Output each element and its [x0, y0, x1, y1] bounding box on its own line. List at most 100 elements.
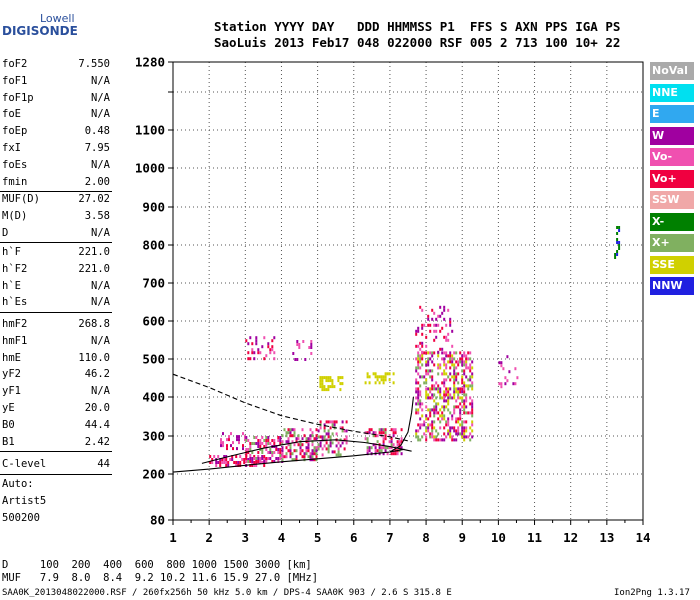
- grid-dot-x: [244, 126, 246, 127]
- grid-dot-y: [549, 167, 550, 169]
- echo-dot: [425, 438, 428, 442]
- grid-dot-x: [208, 478, 210, 479]
- grid-dot-x: [317, 510, 319, 511]
- footer-file-info: SAA0K_2013048022000.RSF / 260fx256h 50 k…: [2, 588, 452, 598]
- grid-dot-x: [606, 90, 608, 91]
- echo-dot: [329, 426, 332, 430]
- grid-dot-y: [297, 91, 298, 93]
- grid-dot-y: [389, 396, 390, 398]
- grid-dot-x: [244, 66, 246, 67]
- grid-dot-y: [553, 244, 554, 246]
- grid-dot-y: [569, 320, 570, 322]
- grid-dot-x: [570, 502, 572, 503]
- grid-dot-y: [305, 282, 306, 284]
- grid-dot-y: [353, 320, 354, 322]
- grid-dot-y: [333, 167, 334, 169]
- grid-dot-y: [429, 129, 430, 131]
- echo-dot: [445, 351, 448, 355]
- grid-dot-y: [501, 358, 502, 360]
- grid-dot-x: [425, 238, 427, 239]
- grid-dot-y: [573, 206, 574, 208]
- echo-dot: [441, 396, 444, 400]
- echo-dot: [421, 414, 424, 418]
- grid-dot-y: [421, 473, 422, 475]
- grid-dot-y: [533, 435, 534, 437]
- grid-dot-x: [208, 78, 210, 79]
- grid-dot-x: [389, 234, 391, 235]
- grid-dot-x: [461, 162, 463, 163]
- grid-dot-x: [534, 390, 536, 391]
- grid-dot-x: [570, 242, 572, 243]
- grid-dot-y: [329, 167, 330, 169]
- echo-dot: [331, 385, 334, 389]
- grid-dot-x: [244, 334, 246, 335]
- echo-dot: [287, 428, 290, 432]
- grid-dot-x: [497, 126, 499, 127]
- param-value: 2.00: [84, 175, 110, 188]
- grid-dot-y: [313, 129, 314, 131]
- grid-dot-y: [581, 473, 582, 475]
- grid-dot-x: [280, 266, 282, 267]
- grid-dot-x: [280, 458, 282, 459]
- grid-dot-y: [441, 91, 442, 93]
- echo-dot: [400, 440, 403, 444]
- echo-dot: [441, 405, 444, 409]
- grid-dot-x: [208, 278, 210, 279]
- grid-dot-x: [606, 294, 608, 295]
- echo-dot: [241, 458, 244, 461]
- grid-dot-x: [280, 226, 282, 227]
- grid-dot-x: [244, 190, 246, 191]
- grid-dot-x: [606, 474, 608, 475]
- grid-dot-y: [589, 91, 590, 93]
- grid-dot-y: [205, 167, 206, 169]
- grid-dot-x: [606, 466, 608, 467]
- grid-dot-x: [534, 410, 536, 411]
- grid-dot-y: [405, 167, 406, 169]
- grid-dot-y: [409, 206, 410, 208]
- grid-dot-x: [353, 410, 355, 411]
- echo-dot: [329, 379, 332, 383]
- echo-dot: [441, 411, 444, 415]
- grid-dot-y: [329, 244, 330, 246]
- grid-dot-x: [606, 106, 608, 107]
- grid-dot-x: [353, 242, 355, 243]
- grid-dot-x: [606, 154, 608, 155]
- grid-dot-y: [545, 167, 546, 169]
- echo-dot: [261, 448, 264, 451]
- grid-dot-y: [445, 167, 446, 169]
- echo-dot: [447, 429, 450, 433]
- echo-dot: [447, 338, 450, 342]
- grid-dot-y: [537, 129, 538, 131]
- grid-dot-x: [461, 158, 463, 159]
- echo-dot: [236, 438, 238, 442]
- grid-dot-x: [497, 114, 499, 115]
- grid-dot-y: [477, 206, 478, 208]
- echo-dot: [299, 449, 302, 453]
- grid-dot-y: [401, 282, 402, 284]
- echo-dot: [463, 432, 466, 436]
- grid-dot-y: [453, 244, 454, 246]
- grid-dot-y: [377, 244, 378, 246]
- echo-dot: [500, 364, 503, 368]
- grid-dot-x: [497, 70, 499, 71]
- grid-dot-y: [477, 435, 478, 437]
- grid-dot-x: [497, 494, 499, 495]
- grid-dot-x: [389, 418, 391, 419]
- grid-dot-x: [353, 290, 355, 291]
- echo-dot: [433, 393, 436, 397]
- grid-dot-x: [606, 386, 608, 387]
- grid-dot-x: [606, 418, 608, 419]
- echo-dot: [463, 429, 466, 433]
- grid-dot-x: [534, 190, 536, 191]
- grid-dot-x: [606, 482, 608, 483]
- grid-dot-x: [317, 394, 319, 395]
- grid-dot-y: [557, 358, 558, 360]
- grid-dot-x: [534, 490, 536, 491]
- grid-dot-x: [606, 86, 608, 87]
- grid-dot-x: [280, 94, 282, 95]
- param-he: h`E N/A: [2, 280, 110, 294]
- y-tick-label: 900: [142, 200, 165, 215]
- echo-dot: [295, 437, 298, 441]
- echo-dot: [459, 351, 462, 355]
- grid-dot-x: [570, 114, 572, 115]
